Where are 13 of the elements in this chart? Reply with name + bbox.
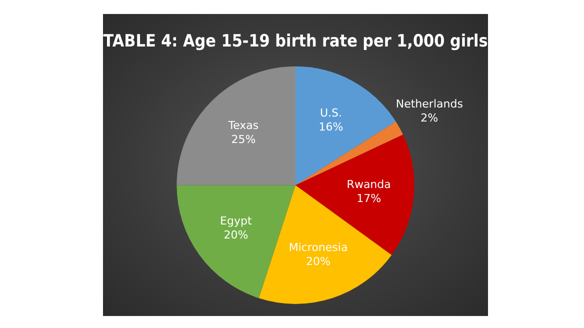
data-label: 16% — [318, 120, 344, 134]
slice-label: Egypt — [220, 214, 252, 228]
slice-label: Rwanda — [346, 178, 391, 191]
data-label: 2% — [420, 111, 438, 124]
slice-label: Texas — [227, 118, 259, 132]
data-label: 25% — [231, 132, 256, 146]
slice-label: U.S. — [320, 106, 342, 120]
data-label: 20% — [306, 255, 330, 268]
data-label: 20% — [224, 228, 248, 242]
data-label: 17% — [356, 192, 382, 205]
chart-title: TABLE 4: Age 15-19 birth rate per 1,000 girls — [103, 30, 488, 51]
slice-label: Netherlands — [396, 97, 464, 110]
slice-label: Micronesia — [288, 241, 348, 254]
